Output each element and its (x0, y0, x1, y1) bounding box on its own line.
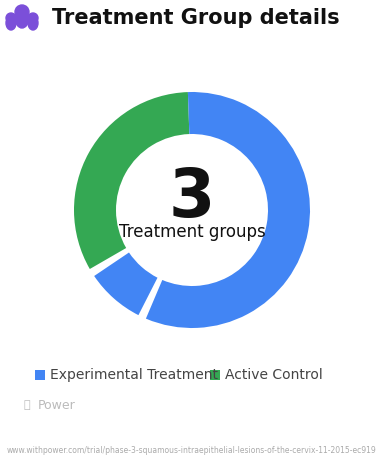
Ellipse shape (28, 16, 38, 30)
Text: Treatment Group details: Treatment Group details (52, 8, 339, 28)
Wedge shape (74, 92, 189, 269)
Circle shape (15, 5, 29, 19)
Text: www.withpower.com/trial/phase-3-squamous-intraepithelial-lesions-of-the-cervix-1: www.withpower.com/trial/phase-3-squamous… (7, 445, 377, 454)
Wedge shape (146, 92, 310, 328)
Text: Power: Power (38, 399, 76, 412)
Circle shape (28, 13, 38, 23)
Text: Treatment groups: Treatment groups (119, 223, 265, 241)
Ellipse shape (15, 10, 28, 28)
Text: Experimental Treatment: Experimental Treatment (50, 368, 218, 382)
Text: 3: 3 (169, 165, 215, 231)
Wedge shape (94, 252, 157, 315)
Bar (35, 370, 45, 380)
Text: Active Control: Active Control (225, 368, 323, 382)
Ellipse shape (6, 16, 16, 30)
Circle shape (6, 13, 16, 23)
Bar (210, 370, 220, 380)
Text: ⏻: ⏻ (24, 400, 30, 410)
